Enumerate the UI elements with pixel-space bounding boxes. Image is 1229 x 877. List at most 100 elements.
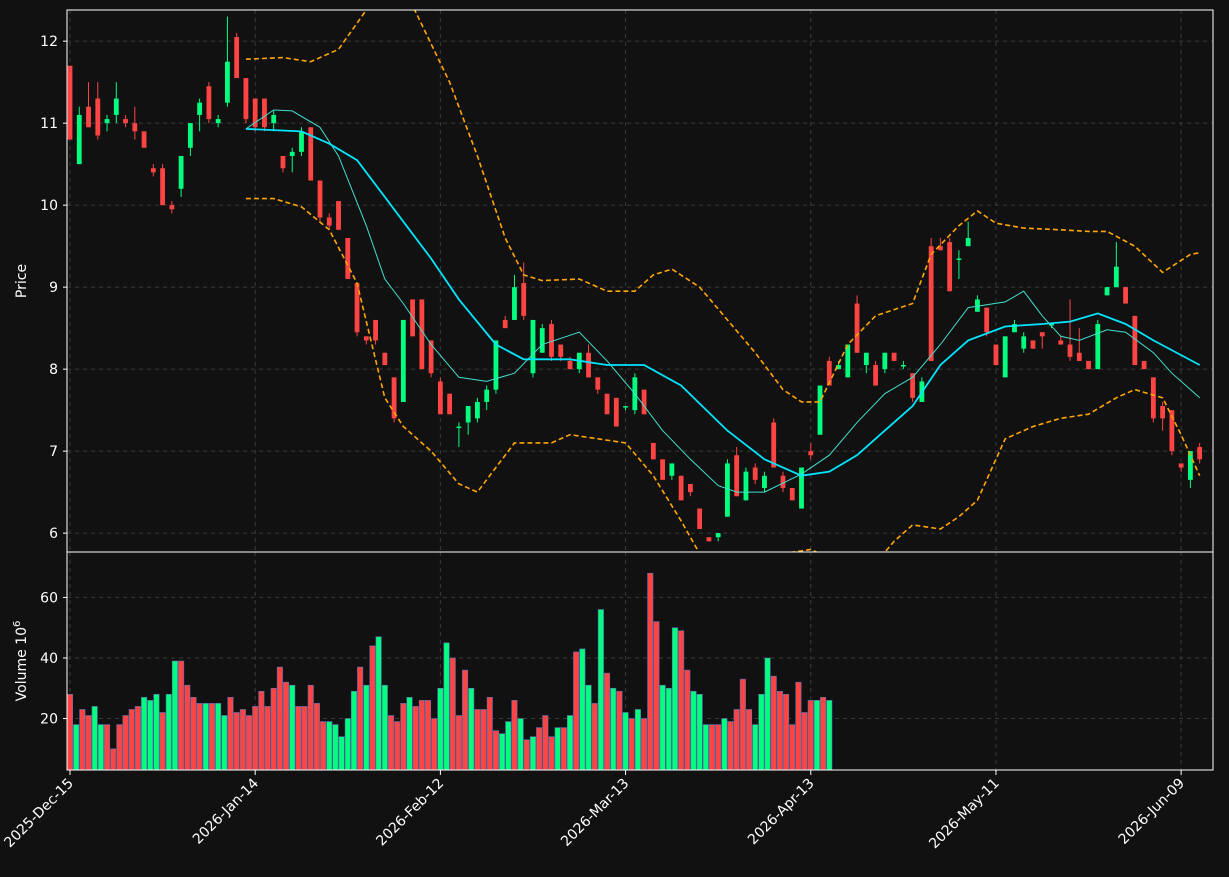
volume-bar — [702, 724, 709, 771]
candle — [178, 155, 184, 197]
candle-body — [104, 119, 110, 124]
ma-fast-line — [245, 109, 1201, 493]
candle-body — [854, 303, 860, 353]
candle — [762, 471, 767, 493]
volume-bar — [573, 651, 580, 771]
volume-bar — [252, 706, 259, 771]
volume-bar — [171, 660, 178, 771]
candle-body — [743, 471, 749, 501]
volume-bar — [159, 712, 166, 771]
volume-bar — [597, 609, 604, 771]
candle-body — [382, 352, 388, 366]
candle — [354, 283, 360, 337]
volume-bar — [344, 718, 351, 771]
candle-body — [1058, 340, 1064, 345]
candle-body — [706, 537, 712, 542]
volume-bar — [369, 645, 376, 771]
volume-bar — [721, 718, 728, 771]
volume-bar — [270, 687, 277, 771]
candle — [956, 250, 962, 279]
candle — [743, 467, 749, 501]
volume-bar — [820, 697, 827, 771]
candle-body — [873, 365, 878, 386]
candle-body — [669, 463, 675, 476]
volume-bar — [153, 694, 160, 771]
candle — [965, 221, 971, 247]
volume-bar — [826, 700, 833, 771]
candle — [67, 65, 73, 140]
volume-bar — [801, 712, 808, 771]
volume-bar — [276, 666, 283, 771]
candle — [1104, 287, 1110, 296]
volume-bar — [548, 736, 555, 771]
volume-bar — [394, 721, 401, 771]
volume-bar — [104, 724, 111, 771]
volume-bar — [746, 709, 753, 771]
candle — [391, 377, 397, 423]
volume-bar — [616, 690, 623, 771]
candle — [1197, 442, 1203, 464]
candle-body — [567, 360, 573, 370]
price-tick-label: 11 — [40, 116, 58, 132]
candle-body — [1160, 406, 1166, 419]
candle-body — [623, 406, 628, 408]
candle — [262, 98, 267, 132]
candle — [382, 352, 388, 366]
candle-body — [243, 78, 249, 120]
volume-bar — [634, 709, 641, 771]
volume-bar — [190, 697, 197, 771]
candle — [826, 356, 832, 386]
candle — [234, 32, 240, 79]
volume-bar — [246, 715, 253, 771]
candle — [530, 319, 536, 378]
volume-bar — [165, 694, 172, 771]
candle — [243, 78, 249, 124]
candle-body — [1104, 287, 1110, 296]
candle-body — [808, 451, 814, 456]
candle — [900, 360, 906, 370]
volume-bar — [221, 715, 228, 771]
candle-body — [910, 373, 916, 398]
volume-tick-label: 20 — [40, 712, 58, 728]
volume-bar — [73, 724, 80, 771]
candle-body — [169, 205, 175, 210]
candle — [206, 82, 212, 124]
candle-body — [326, 217, 332, 226]
volume-bar — [357, 666, 364, 771]
volume-bar — [264, 706, 271, 771]
candle-body — [345, 237, 351, 279]
candle — [280, 155, 286, 173]
volume-bar — [486, 697, 493, 771]
candle — [808, 442, 814, 460]
candle — [113, 82, 119, 124]
candle — [1076, 328, 1082, 361]
volume-bar — [684, 669, 691, 771]
candle — [706, 537, 712, 542]
candle — [873, 360, 878, 386]
volume-bar — [653, 621, 660, 771]
volume-bar — [79, 709, 86, 771]
candle — [512, 274, 517, 320]
candle — [928, 237, 934, 361]
candle — [225, 16, 230, 107]
candle-body — [521, 283, 527, 316]
candle-body — [150, 168, 156, 173]
volume-bar — [295, 706, 302, 771]
volume-bar — [134, 706, 141, 771]
candle — [363, 336, 369, 345]
candle — [373, 319, 378, 345]
candle-body — [1095, 324, 1101, 370]
candle-body — [178, 155, 184, 189]
candle-body — [817, 385, 823, 435]
candle-body — [937, 246, 943, 251]
ma-slow-line — [245, 128, 1201, 477]
volume-bar — [585, 684, 592, 771]
candle — [419, 299, 425, 370]
price-tick-label: 10 — [40, 198, 58, 214]
candle — [1141, 360, 1147, 370]
volume-bar — [381, 684, 388, 771]
volume-bar — [566, 715, 574, 771]
volume-bar — [696, 694, 703, 771]
candle-body — [530, 319, 536, 374]
volume-bar — [141, 697, 148, 771]
